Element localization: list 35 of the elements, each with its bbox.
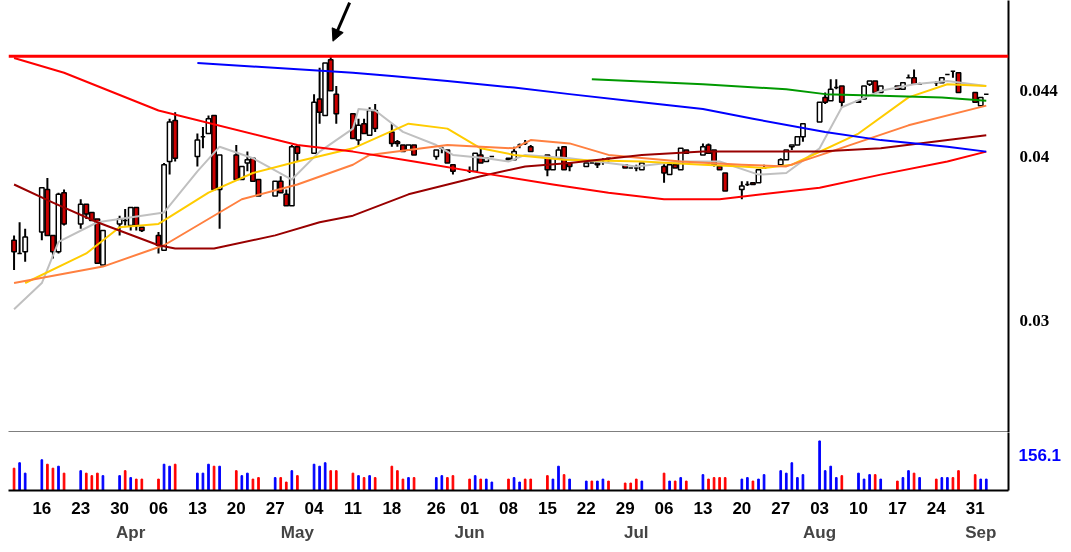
x2-tick-label: May [280, 522, 315, 542]
x-tick-label: 31 [965, 498, 985, 518]
x-tick-label: 15 [537, 498, 557, 518]
x-tick-label: 11 [343, 498, 362, 518]
x2-tick-label: Jul [624, 522, 649, 542]
y-tick-label: 0.03 [1019, 311, 1050, 331]
x-tick-label: 24 [926, 498, 947, 518]
x-tick-label: 06 [149, 498, 168, 518]
x2-tick-label: Aug [803, 522, 837, 542]
x-tick-label: 01 [460, 498, 480, 518]
x-tick-label: 20 [732, 498, 752, 518]
x-tick-label: 22 [576, 498, 596, 518]
x2-tick-label: Jun [454, 522, 485, 542]
x-tick-label: 29 [615, 498, 635, 518]
x-tick-label: 16 [32, 498, 52, 518]
x-tick-label: 27 [771, 498, 791, 518]
x-tick-label: 08 [499, 498, 518, 518]
x-tick-label: 17 [887, 498, 907, 518]
x-tick-label: 18 [382, 498, 402, 518]
x-tick-label: 13 [693, 498, 713, 518]
x-tick-label: 26 [426, 498, 446, 518]
x-tick-label: 06 [654, 498, 674, 518]
x-tick-label: 23 [71, 498, 91, 518]
x-tick-label: 03 [810, 498, 830, 518]
text: 156.1 [1018, 445, 1062, 465]
y-tick-label: 0.04 [1019, 147, 1050, 167]
x2-tick-label: Sep [965, 522, 997, 542]
x2-tick-label: Apr [116, 522, 146, 542]
x-tick-label: 13 [187, 498, 207, 518]
x-tick-label: 27 [265, 498, 285, 518]
x-tick-label: 30 [110, 498, 130, 518]
y-tick-label: 0.044 [1019, 81, 1059, 101]
x-tick-label: 10 [849, 498, 868, 518]
x-tick-label: 20 [226, 498, 246, 518]
x-tick-label: 04 [304, 498, 325, 518]
